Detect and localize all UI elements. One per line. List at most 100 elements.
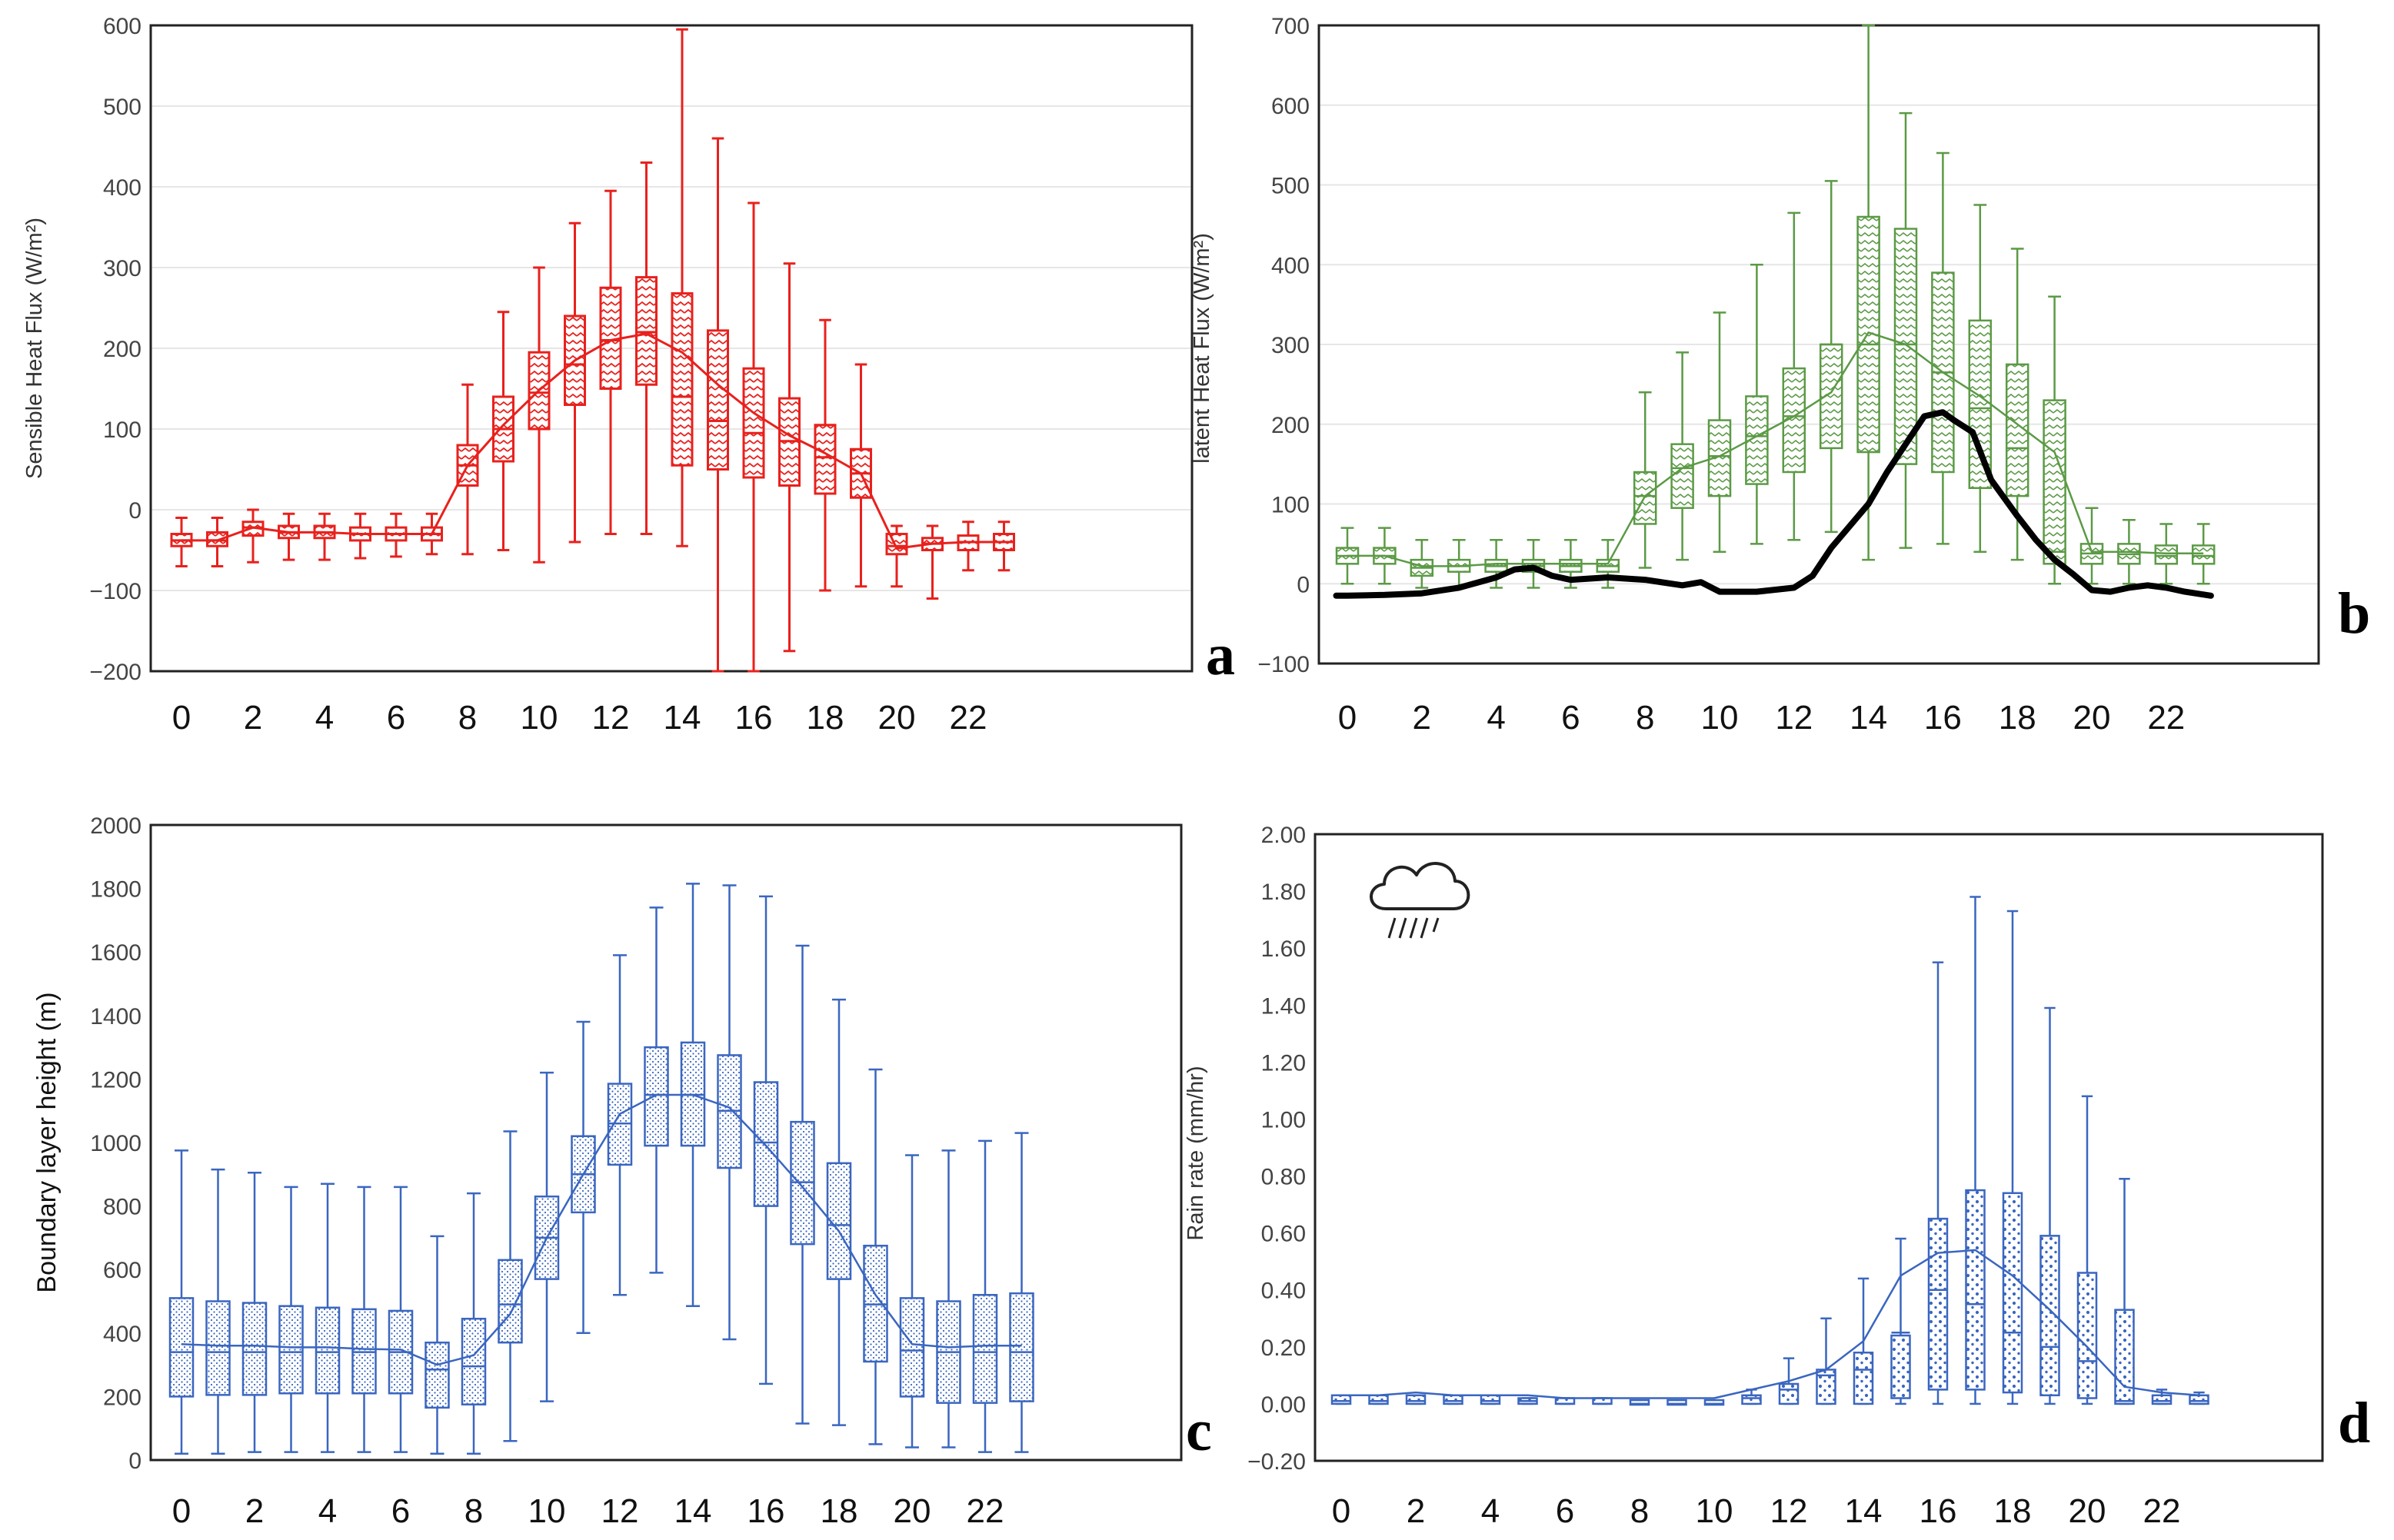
x-tick-label-b-1: 2 xyxy=(1413,699,1431,737)
y-tick-label-a-8: 600 xyxy=(103,14,142,39)
x-tick-label-b-0: 0 xyxy=(1338,699,1357,737)
y-tick-label-b-2: 100 xyxy=(1271,493,1310,518)
x-tick-label-a-9: 18 xyxy=(807,699,844,737)
y-tick-label-b-3: 200 xyxy=(1271,413,1310,438)
panel-a-x-ticks: 0 2 4 6 8 10 12 14 16 18 20 22 xyxy=(172,699,987,737)
y-tick-label-d-11: 2.00 xyxy=(1261,823,1306,848)
box-a-14 xyxy=(671,292,694,467)
x-tick-label-b-5: 10 xyxy=(1701,699,1739,737)
panel-a-plot-frame xyxy=(149,24,1194,673)
y-tick-label-d-9: 1.60 xyxy=(1261,936,1306,962)
box-d-17 xyxy=(1965,1189,1986,1391)
box-c-23 xyxy=(1009,1292,1034,1402)
panel-c-y-ticks: 0 200 400 600 800 1000 1200 1400 1600 1800 2000 xyxy=(90,813,142,1474)
box-c-4 xyxy=(315,1306,341,1395)
panel-b-y-ticks: −100 0 100 200 300 400 500 600 700 xyxy=(1257,14,1310,677)
y-tick-label-d-0: −0.20 xyxy=(1247,1449,1306,1475)
box-b-18 xyxy=(2005,363,2029,497)
x-tick-label-b-10: 20 xyxy=(2073,699,2111,737)
y-tick-label-d-3: 0.40 xyxy=(1261,1279,1306,1304)
panel-b-x-ticks: 0 2 4 6 8 10 12 14 16 18 20 22 xyxy=(1338,699,2186,737)
box-a-20 xyxy=(885,533,908,556)
y-tick-label-b-0: −100 xyxy=(1257,652,1310,677)
panel-c-boxes xyxy=(168,883,1034,1455)
box-d-23 xyxy=(2189,1394,2209,1405)
panel-a-boxes xyxy=(170,28,1015,673)
box-d-3 xyxy=(1443,1394,1463,1405)
y-tick-label-a-2: 0 xyxy=(128,498,142,524)
x-tick-label-d-10: 20 xyxy=(2069,1492,2106,1530)
y-tick-label-a-6: 400 xyxy=(103,175,142,201)
y-tick-label-a-5: 300 xyxy=(103,256,142,281)
x-tick-label-c-3: 6 xyxy=(391,1492,410,1530)
x-tick-label-a-3: 6 xyxy=(387,699,405,737)
y-tick-label-d-5: 0.80 xyxy=(1261,1165,1306,1190)
panel-b-plot-frame xyxy=(1317,24,2320,665)
box-c-20 xyxy=(899,1297,925,1398)
mean-line-a xyxy=(181,332,1004,550)
y-tick-label-d-10: 1.80 xyxy=(1261,880,1306,905)
x-tick-label-c-5: 10 xyxy=(528,1492,566,1530)
x-tick-label-c-11: 22 xyxy=(967,1492,1004,1530)
x-tick-label-c-9: 18 xyxy=(821,1492,858,1530)
panel-c-label: c xyxy=(1186,1399,1212,1463)
y-tick-label-c-0: 0 xyxy=(128,1449,142,1474)
panel-b-y-axis-label: latent Heat Flux (W/m²) xyxy=(1190,233,1214,464)
box-d-16 xyxy=(1927,1217,1949,1391)
x-tick-label-a-2: 4 xyxy=(315,699,334,737)
x-tick-label-d-1: 2 xyxy=(1407,1492,1425,1530)
box-c-1 xyxy=(205,1300,231,1396)
panel-c-y-axis-label: Boundary layer height (m) xyxy=(32,992,62,1292)
panel-a-y-axis-label: Sensible Heat Flux (W/m²) xyxy=(22,218,47,479)
panel-b-grid xyxy=(1319,104,2319,585)
x-tick-label-d-3: 6 xyxy=(1556,1492,1574,1530)
box-d-1 xyxy=(1368,1394,1389,1405)
box-d-4 xyxy=(1480,1394,1501,1405)
x-tick-label-b-3: 6 xyxy=(1561,699,1580,737)
box-d-18 xyxy=(2002,1192,2023,1394)
y-tick-label-c-8: 1600 xyxy=(90,940,142,966)
box-c-9 xyxy=(498,1259,523,1344)
x-tick-label-a-6: 12 xyxy=(592,699,630,737)
box-c-22 xyxy=(972,1293,998,1404)
box-c-2 xyxy=(241,1302,268,1396)
panel-a: −200 −100 0 100 200 300 400 500 600 0 2 4 6 8 10 12 14 1… xyxy=(22,14,1235,737)
panel-d-y-ticks: −0.20 0.00 0.20 0.40 0.60 0.80 1.00 1.20 1.40 1.6… xyxy=(1247,823,1306,1475)
x-tick-label-a-1: 2 xyxy=(244,699,262,737)
box-d-2 xyxy=(1405,1394,1427,1405)
panel-b-label: b xyxy=(2338,581,2370,646)
x-tick-label-a-10: 20 xyxy=(878,699,916,737)
y-tick-label-c-2: 400 xyxy=(103,1322,142,1347)
mean-line-d xyxy=(1341,1249,2199,1399)
box-b-19 xyxy=(2043,399,2066,565)
x-tick-label-a-8: 16 xyxy=(735,699,773,737)
panel-d-y-axis-label: Rain rate (mm/hr) xyxy=(1184,1066,1208,1240)
y-tick-label-c-6: 1200 xyxy=(90,1067,142,1093)
y-tick-label-b-6: 500 xyxy=(1271,174,1310,199)
box-a-13 xyxy=(635,276,658,386)
panel-b-boxes xyxy=(1335,24,2216,589)
panel-d-label: d xyxy=(2338,1391,2370,1455)
y-tick-label-d-7: 1.20 xyxy=(1261,1050,1306,1076)
y-tick-label-d-8: 1.40 xyxy=(1261,993,1306,1019)
x-tick-label-b-9: 18 xyxy=(1999,699,2036,737)
x-tick-label-c-8: 16 xyxy=(748,1492,785,1530)
y-tick-label-a-7: 500 xyxy=(103,95,142,120)
x-tick-label-d-5: 10 xyxy=(1696,1492,1733,1530)
mean-line-b xyxy=(1347,331,2204,567)
x-tick-label-a-7: 14 xyxy=(664,699,701,737)
panel-d-plot-frame xyxy=(1314,833,2324,1462)
x-tick-label-b-7: 14 xyxy=(1850,699,1887,737)
y-tick-label-b-1: 0 xyxy=(1297,572,1310,597)
box-d-21 xyxy=(2114,1309,2135,1405)
y-tick-label-d-2: 0.20 xyxy=(1261,1335,1306,1361)
box-d-0 xyxy=(1330,1394,1352,1405)
y-tick-label-c-9: 1800 xyxy=(90,877,142,903)
y-tick-label-b-7: 600 xyxy=(1271,94,1310,119)
y-tick-label-d-1: 0.00 xyxy=(1261,1392,1306,1418)
box-d-11 xyxy=(1741,1394,1762,1405)
x-tick-label-c-7: 14 xyxy=(674,1492,712,1530)
y-tick-label-c-3: 600 xyxy=(103,1258,142,1283)
y-tick-label-c-5: 1000 xyxy=(90,1131,142,1156)
